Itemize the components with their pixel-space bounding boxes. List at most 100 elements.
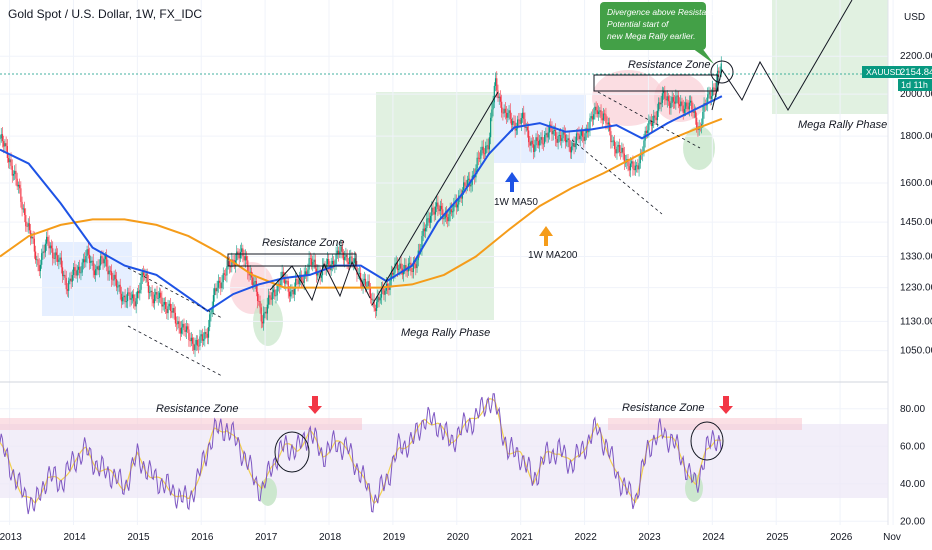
- candle-body: [10, 159, 12, 166]
- candle-body: [333, 260, 335, 267]
- rsi-axis[interactable]: 20.00 40.00 60.00 80.00: [900, 404, 925, 528]
- candle-body: [612, 140, 614, 142]
- candle-body: [375, 302, 378, 312]
- candle-body: [659, 102, 661, 105]
- candle-body: [682, 105, 684, 113]
- candle-body: [400, 263, 402, 269]
- candle-body: [264, 311, 266, 314]
- candle-body: [182, 323, 184, 328]
- candle-body: [26, 226, 28, 228]
- candle-body: [107, 266, 109, 275]
- candle-body: [243, 256, 245, 261]
- candle-body: [328, 258, 330, 266]
- candle-body: [95, 269, 97, 276]
- candle-body: [364, 278, 367, 286]
- candle-body: [547, 132, 549, 138]
- candle-body: [499, 96, 502, 102]
- candle-body: [689, 100, 692, 103]
- candle-body: [660, 102, 662, 105]
- candle-body: [16, 178, 18, 187]
- candle-body: [75, 270, 77, 276]
- candle-body: [168, 303, 170, 307]
- price-axis[interactable]: 1050.00 1130.00 1230.00 1330.00 1450.00 1600.…: [900, 51, 932, 356]
- mega-rally-label-1: Mega Rally Phase: [401, 327, 490, 339]
- candle-body: [225, 274, 227, 276]
- candle-body: [374, 308, 376, 312]
- candle-body: [12, 174, 15, 176]
- candle-body: [58, 259, 60, 262]
- candle-body: [485, 145, 487, 154]
- candle-body: [399, 263, 401, 269]
- candle-body: [341, 246, 343, 253]
- candle-body: [206, 333, 208, 338]
- candle-body: [490, 117, 492, 138]
- candle-body: [366, 285, 368, 287]
- candle-body: [545, 133, 547, 135]
- candle-body: [124, 295, 126, 303]
- candle-body: [569, 147, 571, 153]
- candle-body: [111, 271, 113, 280]
- candle-body: [156, 292, 158, 299]
- time-axis[interactable]: 2013 2014 2015 2016 2017 2018 2019 2020 2021 2022…: [0, 532, 901, 543]
- candle-body: [696, 117, 698, 130]
- channel-lines: [127, 91, 701, 377]
- candle-body: [320, 275, 322, 278]
- candle-body: [247, 260, 249, 273]
- time-tick-label: 2023: [638, 532, 661, 543]
- time-tick-label: 2017: [255, 532, 278, 543]
- candle-body: [176, 323, 178, 325]
- candle-body: [572, 142, 574, 147]
- time-tick-label: 2026: [830, 532, 853, 543]
- candle-body: [185, 326, 188, 332]
- candle-body: [458, 195, 460, 205]
- candle-body: [237, 251, 239, 255]
- candle-body: [470, 184, 472, 187]
- candle-body: [373, 299, 375, 309]
- price-tick-label: 1050.00: [900, 346, 932, 357]
- candle-body: [623, 153, 625, 164]
- candle-body: [702, 111, 704, 125]
- candle-body: [525, 126, 527, 128]
- candle-body: [509, 110, 511, 120]
- candle-body: [551, 128, 553, 135]
- candle-body: [0, 138, 1, 140]
- candle-body: [271, 292, 273, 300]
- candle-body: [628, 166, 630, 171]
- candle-body: [66, 289, 69, 291]
- callout-line-2: Potential start of: [607, 19, 670, 29]
- candle-body: [109, 270, 111, 272]
- candle-body: [405, 265, 407, 271]
- candle-body: [656, 110, 659, 121]
- candle-body: [218, 280, 221, 283]
- candle-body: [223, 273, 226, 275]
- price-tick-label: 1130.00: [900, 316, 932, 327]
- candle-body: [115, 278, 118, 288]
- candle-body: [261, 321, 264, 324]
- candle-body: [629, 163, 632, 171]
- candle-body: [269, 295, 271, 298]
- rsi-pane: Resistance Zone Resistance Zone: [0, 393, 888, 515]
- candle-body: [589, 118, 591, 130]
- candle-body: [607, 122, 609, 125]
- candle-body: [44, 243, 46, 253]
- candle-body: [92, 260, 94, 271]
- candle-body: [432, 207, 434, 212]
- candle-body: [85, 256, 87, 263]
- candle-body: [383, 288, 385, 295]
- candle-body: [205, 332, 207, 334]
- candle-body: [564, 134, 567, 143]
- candle-body: [570, 146, 573, 153]
- candle-body: [286, 280, 288, 282]
- candle-body: [557, 136, 559, 143]
- candle-body: [356, 264, 358, 275]
- candle-body: [309, 258, 311, 260]
- price-badge[interactable]: XAUUSD 2154.84 1d 11h: [862, 66, 932, 91]
- candle-body: [552, 130, 554, 135]
- candle-body: [232, 259, 234, 261]
- candle-body: [450, 209, 452, 213]
- candle-body: [398, 268, 400, 270]
- candle-body: [46, 236, 48, 244]
- candle-body: [600, 110, 602, 119]
- candle-body: [60, 257, 62, 268]
